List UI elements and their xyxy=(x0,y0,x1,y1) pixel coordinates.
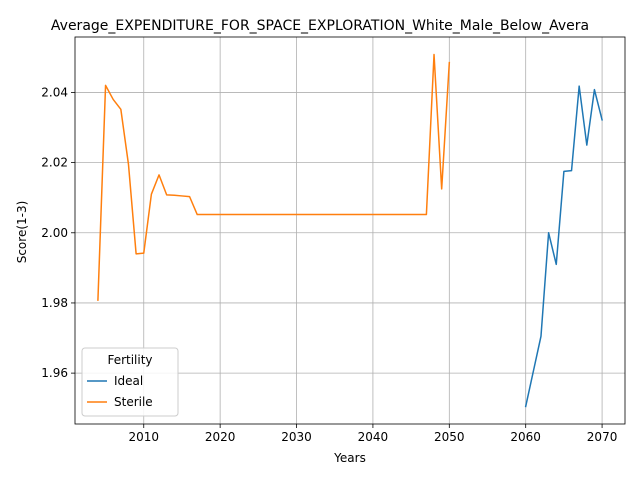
y-tick-label: 2.04 xyxy=(41,85,68,99)
series-line-sterile xyxy=(97,53,451,301)
y-tick-label: 1.96 xyxy=(41,366,68,380)
y-tick-label: 2.02 xyxy=(41,156,68,170)
y-axis-label: Score(1-3) xyxy=(15,201,29,264)
chart-title: Average_EXPENDITURE_FOR_SPACE_EXPLORATIO… xyxy=(51,18,589,34)
x-tick-label: 2060 xyxy=(510,430,541,444)
x-axis-label: Years xyxy=(333,451,366,465)
legend-box xyxy=(81,347,179,417)
legend-label-sterile: Sterile xyxy=(114,395,153,409)
x-tick-label: 2070 xyxy=(587,430,618,444)
grid-lines xyxy=(75,37,625,424)
x-tick-label: 2050 xyxy=(434,430,465,444)
legend-label-ideal: Ideal xyxy=(114,374,143,388)
series-layer xyxy=(97,53,603,408)
x-tick-label: 2020 xyxy=(205,430,236,444)
series-line-ideal xyxy=(524,85,603,408)
legend-title: Fertility xyxy=(107,353,152,367)
y-tick-label: 2.00 xyxy=(41,226,68,240)
y-axis: 1.96 1.98 2.00 2.02 2.04 xyxy=(41,85,75,380)
x-tick-label: 2040 xyxy=(358,430,389,444)
plot-area-frame xyxy=(74,36,626,425)
legend: Fertility Ideal Sterile xyxy=(81,347,179,417)
y-tick-label: 1.98 xyxy=(41,296,68,310)
x-tick-label: 2030 xyxy=(281,430,312,444)
x-axis: 2010 2020 2030 2040 2050 2060 2070 xyxy=(128,424,617,444)
x-tick-label: 2010 xyxy=(128,430,159,444)
